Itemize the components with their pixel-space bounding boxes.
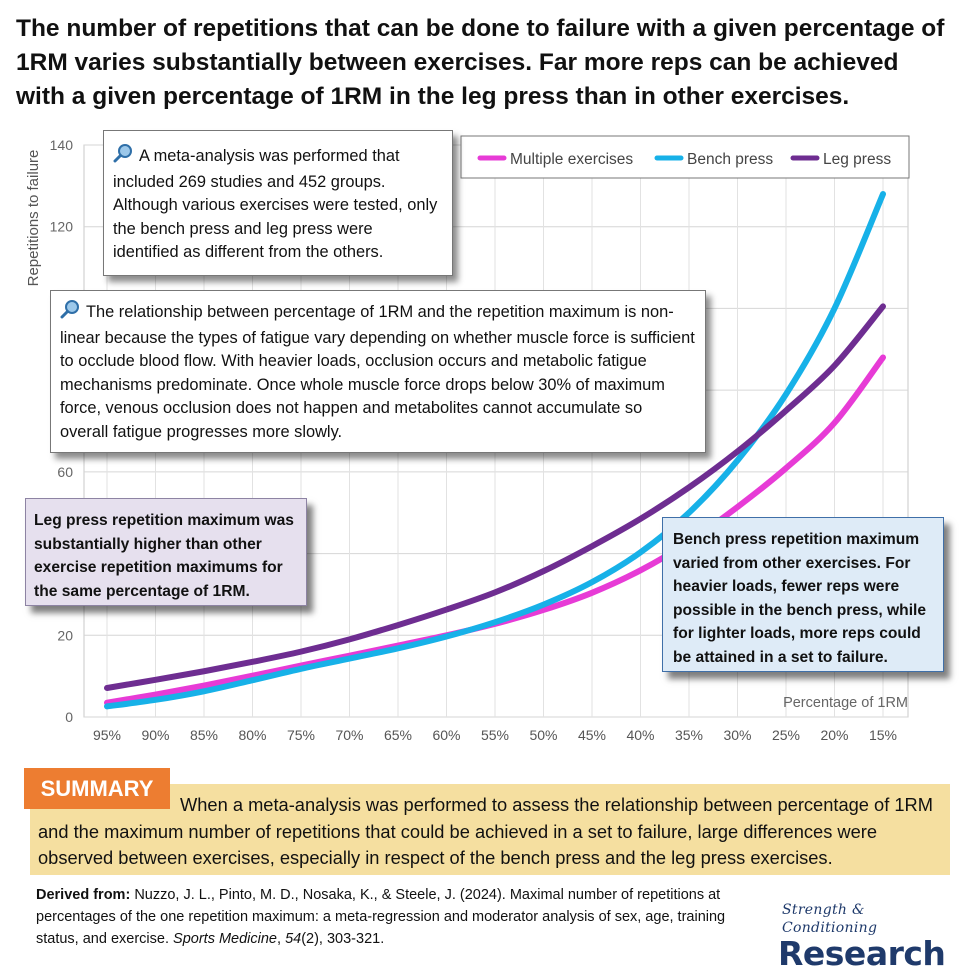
citation-label: Derived from:	[36, 887, 131, 903]
fatigue-mechanism-note-text: The relationship between percentage of 1…	[60, 303, 695, 441]
magnifier-icon	[60, 299, 80, 327]
legend-item-multiple-exercises: Multiple exercises	[510, 151, 633, 168]
chart-legend: Multiple exercises Bench press Leg press	[460, 135, 910, 179]
citation-journal: Sports Medicine	[173, 931, 277, 947]
leg-press-line	[104, 303, 886, 691]
x-tick-label: 25%	[772, 727, 800, 743]
bench-press-line	[104, 191, 886, 710]
logo-script: Strength & Conditioning	[782, 902, 878, 936]
x-tick-label: 85%	[190, 727, 218, 743]
x-tick-label: 30%	[723, 727, 751, 743]
y-tick-label: 20	[57, 627, 73, 643]
bench-press-callout: Bench press repetition maximum varied fr…	[662, 517, 944, 672]
brand-logo: Strength & Conditioning Research	[778, 901, 954, 971]
x-axis-title: Percentage of 1RM	[783, 695, 908, 711]
y-tick-label: 0	[65, 709, 73, 725]
y-tick-label: 140	[50, 137, 74, 153]
x-tick-label: 95%	[93, 727, 121, 743]
chart-series	[104, 191, 886, 710]
x-tick-label: 20%	[820, 727, 848, 743]
x-tick-label: 55%	[481, 727, 509, 743]
y-tick-label: 120	[50, 219, 74, 235]
citation-authors: Nuzzo, J. L., Pinto, M. D., Nosaka, K., …	[36, 887, 726, 947]
x-tick-label: 80%	[238, 727, 266, 743]
x-tick-label: 35%	[675, 727, 703, 743]
x-tick-label: 60%	[432, 727, 460, 743]
magnifier-icon	[113, 143, 133, 171]
legend-box	[460, 135, 910, 179]
x-tick-label: 70%	[335, 727, 363, 743]
legend-item-bench-press: Bench press	[687, 151, 773, 168]
x-tick-label: 40%	[626, 727, 654, 743]
citation-pages: (2), 303-321.	[301, 931, 385, 947]
x-tick-label: 65%	[384, 727, 412, 743]
citation: Derived from: Nuzzo, J. L., Pinto, M. D.…	[36, 887, 726, 947]
x-tick-label: 50%	[529, 727, 557, 743]
leg-press-callout: Leg press repetition maximum was substan…	[25, 498, 307, 606]
y-tick-label: 60	[57, 464, 73, 480]
citation-volume: 54	[285, 931, 302, 947]
summary-panel	[30, 784, 950, 875]
meta-analysis-note: A meta-analysis was performed that inclu…	[103, 130, 453, 276]
summary-text: When a meta-analysis was performed to as…	[38, 794, 933, 868]
x-tick-label: 45%	[578, 727, 606, 743]
x-tick-label: 90%	[141, 727, 169, 743]
legend-item-leg-press: Leg press	[823, 151, 891, 168]
summary-label: SUMMARY	[24, 768, 170, 809]
headline: The number of repetitions that can be do…	[16, 15, 945, 110]
meta-analysis-note-text: A meta-analysis was performed that inclu…	[113, 147, 438, 261]
x-tick-label: 75%	[287, 727, 315, 743]
logo-main: Research	[778, 934, 946, 973]
fatigue-mechanism-note: The relationship between percentage of 1…	[50, 290, 706, 453]
x-tick-label: 15%	[869, 727, 897, 743]
y-axis-title: Repetitions to failure	[25, 150, 42, 287]
